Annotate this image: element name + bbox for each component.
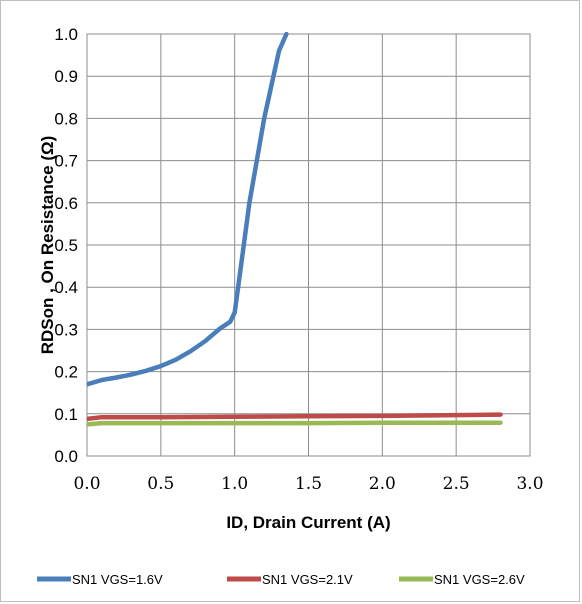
- x-tick-label: 3.0: [516, 474, 543, 494]
- x-tick-label: 1.5: [295, 474, 322, 494]
- y-tick-label: 1.0: [54, 25, 78, 44]
- legend-label: SN1 VGS=2.1V: [262, 572, 353, 587]
- legend-label: SN1 VGS=1.6V: [72, 572, 163, 587]
- y-tick-label: 0.9: [54, 67, 78, 86]
- y-axis-title: RDSon , On Resistance (Ω): [38, 136, 57, 355]
- series-line-3: [87, 420, 503, 427]
- x-tick-label: 0.0: [73, 474, 100, 494]
- plot-border: [86, 33, 531, 457]
- grid-lines: [86, 33, 531, 457]
- y-tick-label: 0.0: [54, 447, 78, 466]
- y-tick-label: 0.5: [54, 236, 78, 255]
- series-line-2: [87, 412, 503, 422]
- y-tick-label: 0.8: [54, 109, 78, 128]
- x-tick-labels: 0.0 0.5 1.0 1.5 2.0 2.5 3.0: [73, 474, 543, 494]
- series-line-1: [87, 32, 289, 387]
- y-tick-label: 0.7: [54, 152, 78, 171]
- x-tick-label: 2.5: [443, 474, 470, 494]
- y-tick-label: 0.1: [54, 405, 78, 424]
- x-axis-title: ID, Drain Current (A): [226, 513, 390, 532]
- y-tick-label: 0.4: [54, 278, 78, 297]
- x-tick-label: 0.5: [147, 474, 174, 494]
- x-tick-label: 2.0: [369, 474, 396, 494]
- legend: SN1 VGS=1.6V SN1 VGS=2.1V SN1 VGS=2.6V: [37, 572, 525, 587]
- y-tick-label: 0.2: [54, 363, 78, 382]
- y-tick-label: 0.3: [54, 320, 78, 339]
- x-tick-label: 1.0: [221, 474, 248, 494]
- y-tick-label: 0.6: [54, 194, 78, 213]
- y-tick-labels: 0.0 0.1 0.2 0.3 0.4 0.5 0.6 0.7 0.8 0.9 1.0: [54, 25, 78, 466]
- legend-label: SN1 VGS=2.6V: [434, 572, 525, 587]
- series-lines: [87, 32, 503, 427]
